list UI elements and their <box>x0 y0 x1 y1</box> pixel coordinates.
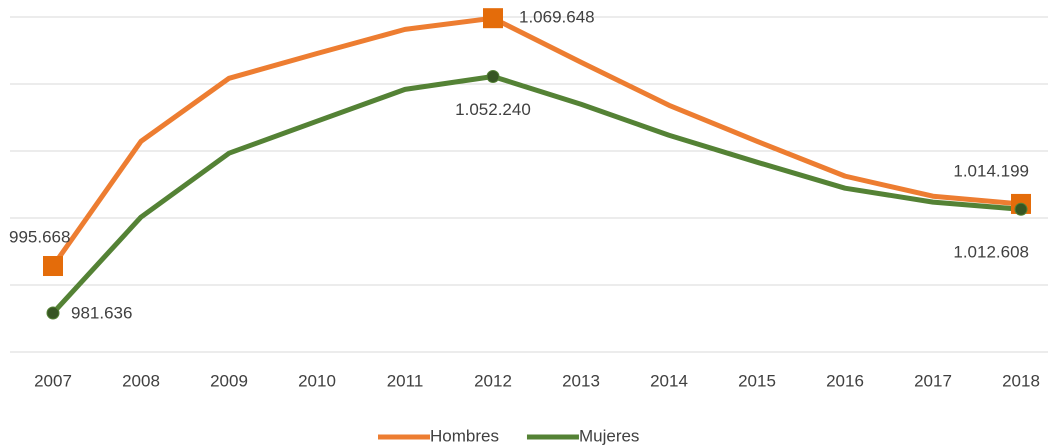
point-marker <box>43 256 63 277</box>
x-tick-label: 2016 <box>826 371 864 390</box>
data-label: 1.052.240 <box>455 100 531 119</box>
x-tick-label: 2017 <box>914 371 952 390</box>
data-label: 995.668 <box>9 227 70 246</box>
x-tick-label: 2008 <box>122 371 160 390</box>
legend-label: Mujeres <box>579 426 639 445</box>
x-tick-label: 2010 <box>298 371 336 390</box>
x-tick-label: 2018 <box>1002 371 1040 390</box>
x-tick-label: 2015 <box>738 371 776 390</box>
x-tick-label: 2007 <box>34 371 72 390</box>
point-marker <box>46 306 60 320</box>
series-line <box>51 73 1022 315</box>
x-tick-label: 2011 <box>387 371 424 390</box>
point-marker <box>1014 202 1028 216</box>
point-marker <box>486 69 500 83</box>
x-tick-label: 2014 <box>650 371 688 390</box>
x-tick-label: 2013 <box>562 371 600 390</box>
data-label: 981.636 <box>71 304 132 323</box>
data-label: 1.069.648 <box>519 8 595 27</box>
x-tick-label: 2012 <box>474 371 512 390</box>
data-label: 1.014.199 <box>953 161 1029 180</box>
data-label: 1.012.608 <box>953 243 1029 262</box>
x-tick-label: 2009 <box>210 371 248 390</box>
series-line <box>50 15 1022 268</box>
legend-label: Hombres <box>430 426 499 445</box>
point-marker <box>483 8 503 29</box>
